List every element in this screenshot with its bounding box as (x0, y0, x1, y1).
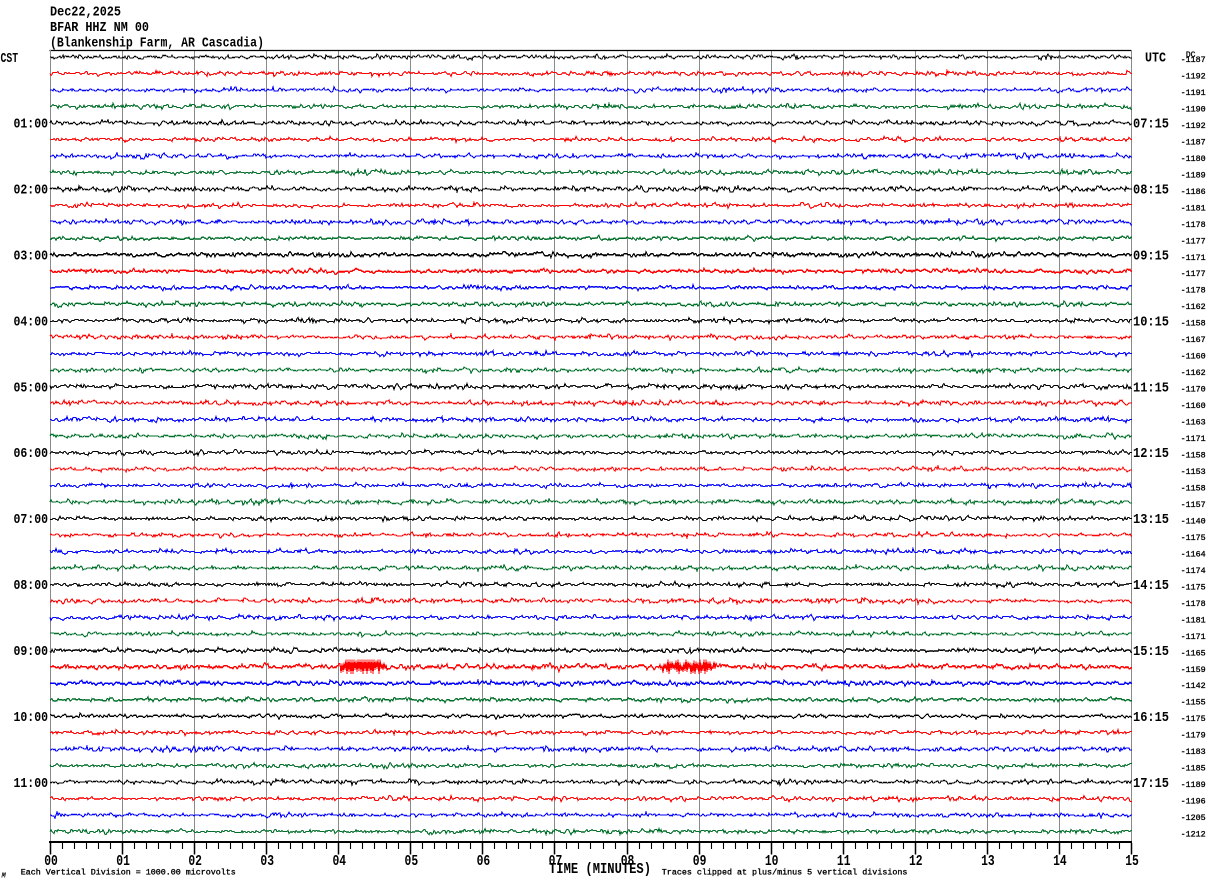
svg-text:-1178: -1178 (1181, 287, 1206, 296)
svg-text:06: 06 (477, 854, 491, 870)
svg-text:-1167: -1167 (1181, 336, 1206, 345)
svg-text:07:15: 07:15 (1133, 117, 1169, 133)
svg-text:-1183: -1183 (1181, 748, 1206, 757)
svg-text:-1164: -1164 (1181, 550, 1206, 559)
svg-text:TIME (MINUTES): TIME (MINUTES) (549, 862, 651, 878)
svg-text:-1162: -1162 (1181, 303, 1206, 312)
svg-text:16:15: 16:15 (1133, 710, 1169, 726)
svg-text:03:00: 03:00 (14, 248, 49, 264)
svg-text:10: 10 (765, 854, 779, 870)
svg-text:-1186: -1186 (1181, 188, 1206, 197)
svg-text:-1158: -1158 (1181, 320, 1206, 329)
svg-text:-1158: -1158 (1181, 452, 1206, 461)
svg-text:11: 11 (837, 854, 851, 870)
svg-text:-1140: -1140 (1181, 517, 1206, 526)
svg-text:-1153: -1153 (1181, 468, 1206, 477)
svg-text:-1189: -1189 (1181, 171, 1206, 180)
svg-text:-1175: -1175 (1181, 583, 1206, 592)
svg-text:-1181: -1181 (1181, 616, 1206, 625)
svg-text:-1160: -1160 (1181, 402, 1206, 411)
svg-text:DC: DC (1186, 51, 1196, 60)
svg-text:Traces clipped at plus/minus 5: Traces clipped at plus/minus 5 vertical … (662, 867, 908, 877)
svg-text:-1177: -1177 (1181, 237, 1206, 246)
svg-text:-1187: -1187 (1181, 56, 1206, 65)
svg-text:-1179: -1179 (1181, 732, 1206, 741)
svg-text:15: 15 (1125, 854, 1139, 870)
svg-text:-1196: -1196 (1181, 798, 1206, 807)
svg-text:06:00: 06:00 (14, 446, 49, 462)
svg-text:08:00: 08:00 (14, 578, 49, 594)
svg-text:-1178: -1178 (1181, 600, 1206, 609)
svg-text:-1175: -1175 (1181, 534, 1206, 543)
svg-text:-1175: -1175 (1181, 715, 1206, 724)
svg-text:-1212: -1212 (1181, 831, 1206, 840)
svg-text:01:00: 01:00 (14, 117, 49, 133)
svg-text:14:15: 14:15 (1133, 578, 1169, 594)
svg-text:CST: CST (1, 51, 19, 67)
svg-text:-1170: -1170 (1181, 386, 1206, 395)
svg-text:04:00: 04:00 (14, 314, 49, 330)
svg-text:-1171: -1171 (1181, 254, 1206, 263)
svg-text:-1163: -1163 (1181, 419, 1206, 428)
svg-text:02: 02 (188, 854, 202, 870)
svg-text:-1157: -1157 (1181, 501, 1206, 510)
svg-text:09:15: 09:15 (1133, 248, 1169, 264)
svg-text:13: 13 (981, 854, 995, 870)
svg-text:08:15: 08:15 (1133, 183, 1169, 199)
svg-text:07: 07 (549, 854, 563, 870)
svg-text:04: 04 (332, 854, 346, 870)
svg-text:13:15: 13:15 (1133, 512, 1169, 528)
svg-text:12:15: 12:15 (1133, 446, 1169, 462)
svg-text:10:15: 10:15 (1133, 314, 1169, 330)
svg-text:05: 05 (405, 854, 419, 870)
svg-text:-1171: -1171 (1181, 435, 1206, 444)
svg-text:BFAR HHZ NM 00: BFAR HHZ NM 00 (50, 20, 149, 36)
svg-text:07:00: 07:00 (14, 512, 49, 528)
svg-text:14: 14 (1053, 854, 1067, 870)
svg-text:-1177: -1177 (1181, 270, 1206, 279)
svg-text:-1181: -1181 (1181, 204, 1206, 213)
svg-text:Each Vertical Division = 1000.: Each Vertical Division = 1000.00 microvo… (21, 867, 236, 877)
svg-text:-1187: -1187 (1181, 138, 1206, 147)
svg-text:-1174: -1174 (1181, 567, 1206, 576)
svg-text:-1190: -1190 (1181, 105, 1206, 114)
svg-text:-1165: -1165 (1181, 649, 1206, 658)
svg-text:05:00: 05:00 (14, 380, 49, 396)
svg-text:09: 09 (693, 854, 707, 870)
svg-text:Dec22,2025: Dec22,2025 (50, 5, 121, 21)
svg-text:15:15: 15:15 (1133, 644, 1169, 660)
svg-text:-1162: -1162 (1181, 369, 1206, 378)
svg-text:-1185: -1185 (1181, 765, 1206, 774)
svg-text:10:00: 10:00 (14, 710, 49, 726)
svg-text:-1178: -1178 (1181, 221, 1206, 230)
svg-text:-1159: -1159 (1181, 666, 1206, 675)
svg-text:-1155: -1155 (1181, 699, 1206, 708)
svg-text:-1142: -1142 (1181, 682, 1206, 691)
svg-text:M: M (1, 873, 7, 881)
svg-text:-1192: -1192 (1181, 72, 1206, 81)
svg-text:-1180: -1180 (1181, 155, 1206, 164)
svg-text:12: 12 (909, 854, 923, 870)
svg-text:-1191: -1191 (1181, 89, 1206, 98)
svg-text:-1171: -1171 (1181, 633, 1206, 642)
svg-text:11:15: 11:15 (1133, 380, 1169, 396)
svg-text:-1160: -1160 (1181, 353, 1206, 362)
svg-text:-1158: -1158 (1181, 484, 1206, 493)
svg-text:UTC: UTC (1145, 51, 1166, 67)
svg-text:-1205: -1205 (1181, 814, 1206, 823)
svg-text:03: 03 (260, 854, 274, 870)
svg-text:09:00: 09:00 (14, 644, 49, 660)
svg-text:00: 00 (44, 854, 58, 870)
svg-text:(Blankenship Farm, AR Cascadia: (Blankenship Farm, AR Cascadia) (50, 36, 264, 52)
svg-text:17:15: 17:15 (1133, 776, 1169, 792)
svg-text:-1192: -1192 (1181, 122, 1206, 131)
svg-text:01: 01 (116, 854, 130, 870)
svg-text:02:00: 02:00 (14, 183, 49, 199)
svg-text:08: 08 (621, 854, 635, 870)
svg-text:11:00: 11:00 (14, 776, 49, 792)
svg-text:-1189: -1189 (1181, 781, 1206, 790)
